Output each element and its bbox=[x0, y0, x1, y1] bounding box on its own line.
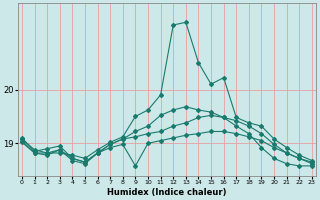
X-axis label: Humidex (Indice chaleur): Humidex (Indice chaleur) bbox=[107, 188, 227, 197]
